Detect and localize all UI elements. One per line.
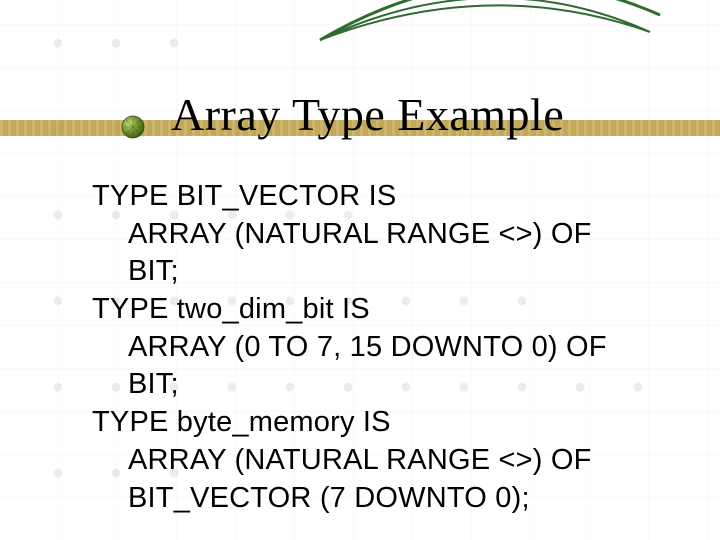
slide-title: Array Type Example bbox=[171, 88, 564, 141]
code-line: BIT; bbox=[92, 253, 607, 291]
code-line: BIT; bbox=[92, 366, 607, 404]
bullet-orb-icon bbox=[120, 114, 146, 140]
code-line: ARRAY (0 TO 7, 15 DOWNTO 0) OF bbox=[92, 329, 607, 367]
code-line: TYPE two_dim_bit IS bbox=[92, 291, 607, 329]
code-line: BIT_VECTOR (7 DOWNTO 0); bbox=[92, 480, 607, 518]
code-line: ARRAY (NATURAL RANGE <>) OF bbox=[92, 216, 607, 254]
code-body: TYPE BIT_VECTOR IS ARRAY (NATURAL RANGE … bbox=[92, 178, 607, 517]
title-band: Array Type Example bbox=[0, 40, 720, 140]
code-line: TYPE BIT_VECTOR IS bbox=[92, 178, 607, 216]
code-line: ARRAY (NATURAL RANGE <>) OF bbox=[92, 442, 607, 480]
code-line: TYPE byte_memory IS bbox=[92, 404, 607, 442]
